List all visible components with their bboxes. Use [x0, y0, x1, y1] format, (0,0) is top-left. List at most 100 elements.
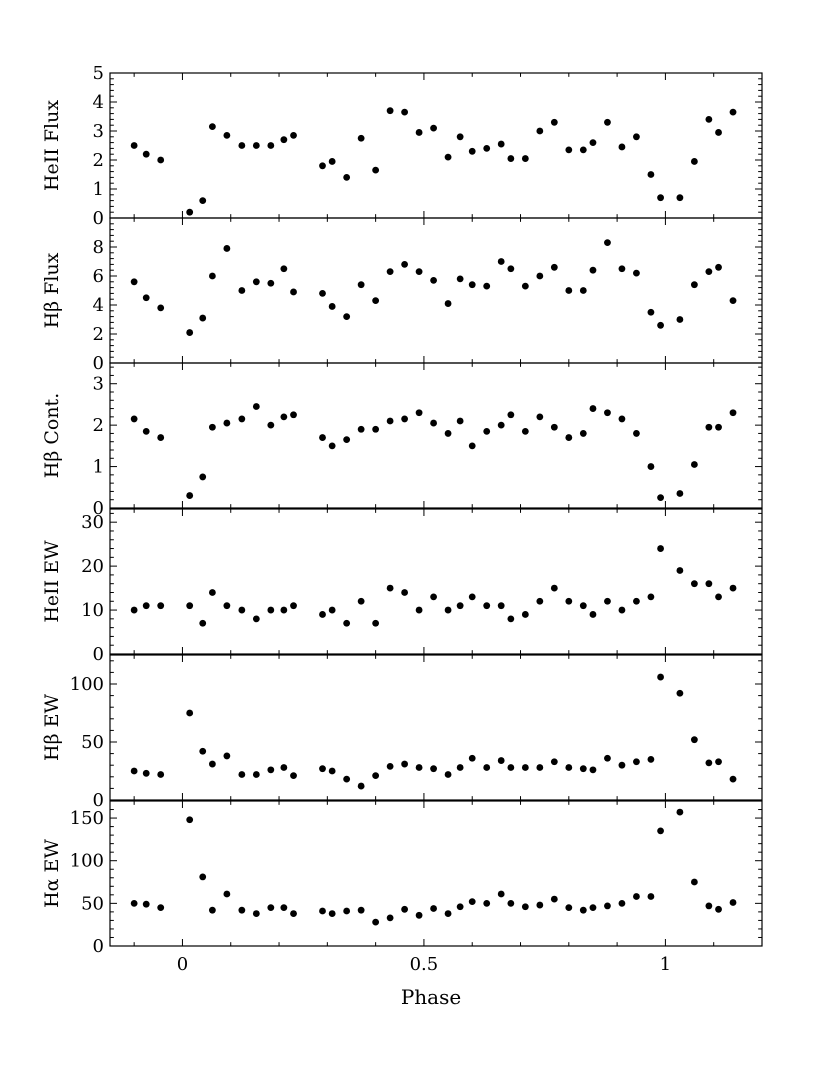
panel-frame: [109, 508, 763, 655]
data-point: [618, 143, 626, 151]
data-point: [199, 873, 207, 881]
x-tick-label: 0: [177, 954, 188, 975]
data-point: [142, 602, 150, 610]
data-point: [536, 597, 544, 605]
data-point: [415, 764, 423, 771]
data-point: [468, 593, 476, 601]
data-point: [386, 417, 394, 425]
data-point: [618, 761, 626, 769]
y-tick-label: 100: [70, 674, 104, 695]
y-tick-label: 0: [93, 498, 104, 519]
data-point: [444, 300, 452, 307]
y-tick-label: 5: [93, 63, 104, 84]
data-point: [536, 413, 544, 421]
data-point: [647, 593, 655, 601]
data-point: [676, 808, 684, 816]
x-tick-label: 1: [660, 954, 671, 975]
data-point: [328, 910, 336, 917]
data-point: [415, 911, 423, 919]
data-point: [386, 268, 394, 276]
data-point: [647, 308, 655, 316]
data-point: [690, 158, 698, 165]
data-point: [357, 782, 365, 790]
data-point: [130, 415, 138, 423]
data-point: [715, 758, 722, 766]
data-point: [401, 905, 409, 913]
data-point: [130, 142, 138, 149]
data-point: [199, 197, 207, 205]
data-point: [343, 907, 351, 915]
data-point: [690, 461, 698, 468]
data-point: [521, 611, 529, 618]
y-tick-label: 1: [93, 457, 104, 478]
data-point: [328, 767, 336, 775]
data-point: [618, 265, 626, 273]
data-point: [468, 898, 476, 906]
data-point: [343, 619, 351, 627]
data-point: [444, 430, 452, 437]
data-point: [633, 597, 640, 605]
data-point: [657, 827, 664, 835]
data-point: [550, 895, 558, 903]
y-tick-label: 30: [81, 512, 104, 533]
data-point: [729, 899, 737, 906]
data-point: [657, 494, 664, 502]
data-point: [633, 269, 640, 277]
data-point: [521, 282, 529, 290]
data-point: [497, 602, 505, 610]
data-point: [280, 904, 288, 912]
data-point: [444, 153, 452, 161]
data-point: [456, 764, 464, 771]
data-point: [157, 602, 165, 610]
data-point: [705, 759, 713, 767]
data-point: [415, 129, 423, 136]
data-point: [238, 415, 246, 423]
data-point: [604, 118, 611, 126]
panel-frame: [109, 654, 763, 801]
data-point: [550, 584, 558, 592]
y-tick-label: 0: [93, 353, 104, 374]
data-point: [319, 765, 326, 773]
data-point: [579, 765, 587, 773]
data-point: [483, 145, 491, 152]
data-point: [589, 266, 597, 274]
data-point: [456, 133, 464, 141]
y-axis-label: HeII Flux: [41, 100, 63, 191]
data-point: [238, 771, 246, 778]
y-tick-label: 20: [81, 556, 104, 577]
data-point: [468, 442, 476, 450]
data-point: [142, 150, 150, 158]
data-point: [497, 140, 505, 148]
data-point: [142, 900, 150, 908]
data-point: [715, 129, 722, 136]
data-point: [604, 239, 611, 247]
data-point: [550, 263, 558, 271]
data-point: [456, 417, 464, 425]
data-point: [565, 597, 573, 605]
data-point: [208, 123, 216, 131]
data-point: [729, 775, 737, 783]
data-point: [223, 419, 231, 427]
data-point: [497, 258, 505, 265]
panel-frame: [109, 217, 763, 364]
data-point: [319, 611, 326, 618]
data-point: [208, 423, 216, 431]
panel-3: 0 1 2 3 Hβ Cont.: [41, 362, 763, 519]
data-point: [536, 127, 544, 135]
data-point: [401, 261, 409, 268]
data-point: [618, 606, 626, 614]
data-point: [290, 288, 297, 296]
data-point: [633, 430, 640, 437]
data-point: [507, 411, 515, 419]
data-point: [690, 878, 698, 886]
data-point: [690, 580, 698, 588]
data-point: [267, 142, 275, 149]
data-point: [280, 606, 288, 614]
data-point: [290, 910, 297, 917]
y-tick-label: 4: [93, 295, 104, 316]
data-point: [550, 118, 558, 126]
data-point: [521, 427, 529, 435]
data-point: [507, 265, 515, 273]
data-point: [483, 427, 491, 435]
data-point: [290, 131, 297, 139]
